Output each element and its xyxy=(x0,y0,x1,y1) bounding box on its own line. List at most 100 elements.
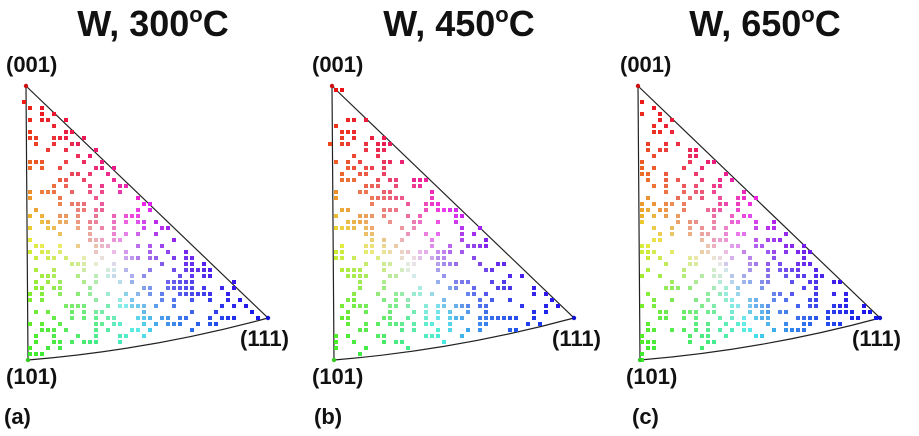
grain-orientation-point xyxy=(382,262,386,266)
panel-label: (b) xyxy=(314,404,343,429)
grain-orientation-point xyxy=(106,328,110,332)
grain-orientation-point xyxy=(394,184,398,188)
grain-orientation-point xyxy=(148,292,152,296)
grain-orientation-point xyxy=(760,334,764,338)
grain-orientation-point xyxy=(64,148,68,152)
grain-orientation-point xyxy=(712,286,716,290)
grain-orientation-point xyxy=(382,208,386,212)
grain-orientation-point xyxy=(388,196,392,200)
grain-orientation-point xyxy=(784,232,788,236)
grain-orientation-point xyxy=(82,280,86,284)
grain-orientation-point xyxy=(70,304,74,308)
grain-orientation-point xyxy=(412,178,416,182)
grain-orientation-point xyxy=(436,208,440,212)
grain-orientation-point xyxy=(190,274,194,278)
grain-orientation-point xyxy=(214,322,218,326)
pole-vertex-marker xyxy=(635,83,641,89)
grain-orientation-point xyxy=(646,172,650,176)
grain-orientation-point xyxy=(100,244,104,248)
grain-orientation-point xyxy=(736,322,740,326)
grain-orientation-point xyxy=(190,298,194,302)
grain-orientation-point xyxy=(346,316,350,320)
grain-orientation-point xyxy=(142,310,146,314)
grain-orientation-point xyxy=(382,244,386,248)
grain-orientation-point xyxy=(766,238,770,242)
grain-orientation-point xyxy=(184,316,188,320)
grain-orientation-point xyxy=(436,250,440,254)
grain-orientation-point xyxy=(706,322,710,326)
pole-label-001: (001) xyxy=(312,52,364,77)
grain-orientation-point xyxy=(88,220,92,224)
grain-orientation-point xyxy=(112,232,116,236)
grain-orientation-point xyxy=(640,250,644,254)
grain-orientation-point xyxy=(682,316,686,320)
grain-orientation-point xyxy=(190,310,194,314)
grain-orientation-point xyxy=(118,280,122,284)
grain-orientation-point xyxy=(376,178,380,182)
grain-orientation-point xyxy=(202,268,206,272)
grain-orientation-point xyxy=(94,220,98,224)
grain-orientation-point xyxy=(124,256,128,260)
grain-orientation-point xyxy=(400,322,404,326)
grain-orientation-point xyxy=(28,298,32,302)
grain-orientation-point xyxy=(694,328,698,332)
grain-orientation-point xyxy=(784,274,788,278)
grain-orientation-point xyxy=(238,298,242,302)
grain-orientation-point xyxy=(382,250,386,254)
grain-orientation-point xyxy=(664,316,668,320)
grain-orientation-point xyxy=(106,268,110,272)
grain-orientation-point xyxy=(364,214,368,218)
grain-orientation-point xyxy=(640,202,644,206)
grain-orientation-point xyxy=(352,226,356,230)
grain-orientation-point xyxy=(646,178,650,182)
grain-orientation-point xyxy=(406,262,410,266)
grain-orientation-point xyxy=(208,298,212,302)
grain-orientation-point xyxy=(754,298,758,302)
grain-orientation-point xyxy=(358,352,362,356)
grain-orientation-point xyxy=(406,268,410,272)
grain-orientation-point xyxy=(664,178,668,182)
grain-orientation-point xyxy=(430,292,434,296)
grain-orientation-point xyxy=(766,268,770,272)
grain-orientation-point xyxy=(712,160,716,164)
grain-orientation-point xyxy=(874,316,878,320)
grain-orientation-point xyxy=(664,208,668,212)
grain-orientation-point xyxy=(34,310,38,314)
grain-orientation-point xyxy=(694,280,698,284)
pole-vertex-marker xyxy=(265,315,271,321)
grain-orientation-point xyxy=(28,226,32,230)
grain-orientation-point xyxy=(448,208,452,212)
grain-orientation-point xyxy=(124,214,128,218)
grain-orientation-point xyxy=(118,334,122,338)
grain-orientation-point xyxy=(184,250,188,254)
grain-orientation-point xyxy=(76,172,80,176)
grain-orientation-point xyxy=(724,226,728,230)
grain-orientation-point xyxy=(118,304,122,308)
grain-orientation-point xyxy=(88,154,92,158)
grain-orientation-point xyxy=(352,130,356,134)
grain-orientation-point xyxy=(364,322,368,326)
grain-orientation-point xyxy=(712,214,716,218)
grain-orientation-point xyxy=(100,322,104,326)
grain-orientation-point xyxy=(670,118,674,122)
grain-orientation-point xyxy=(58,166,62,170)
grain-orientation-point xyxy=(358,274,362,278)
grain-orientation-point xyxy=(100,166,104,170)
grain-orientation-point xyxy=(382,340,386,344)
pole-label-101: (101) xyxy=(626,364,678,389)
grain-orientation-point xyxy=(688,232,692,236)
grain-orientation-point xyxy=(472,244,476,248)
grain-orientation-point xyxy=(496,316,500,320)
grain-orientation-point xyxy=(640,274,644,278)
grain-orientation-point xyxy=(412,310,416,314)
grain-orientation-point xyxy=(370,166,374,170)
grain-orientation-point xyxy=(364,220,368,224)
grain-orientation-point xyxy=(100,256,104,260)
grain-orientation-point xyxy=(82,340,86,344)
grain-orientation-point xyxy=(76,274,80,278)
grain-orientation-point xyxy=(94,244,98,248)
grain-orientation-point xyxy=(844,292,848,296)
grain-orientation-point xyxy=(172,322,176,326)
grain-orientation-point xyxy=(364,172,368,176)
grain-orientation-point xyxy=(58,286,62,290)
